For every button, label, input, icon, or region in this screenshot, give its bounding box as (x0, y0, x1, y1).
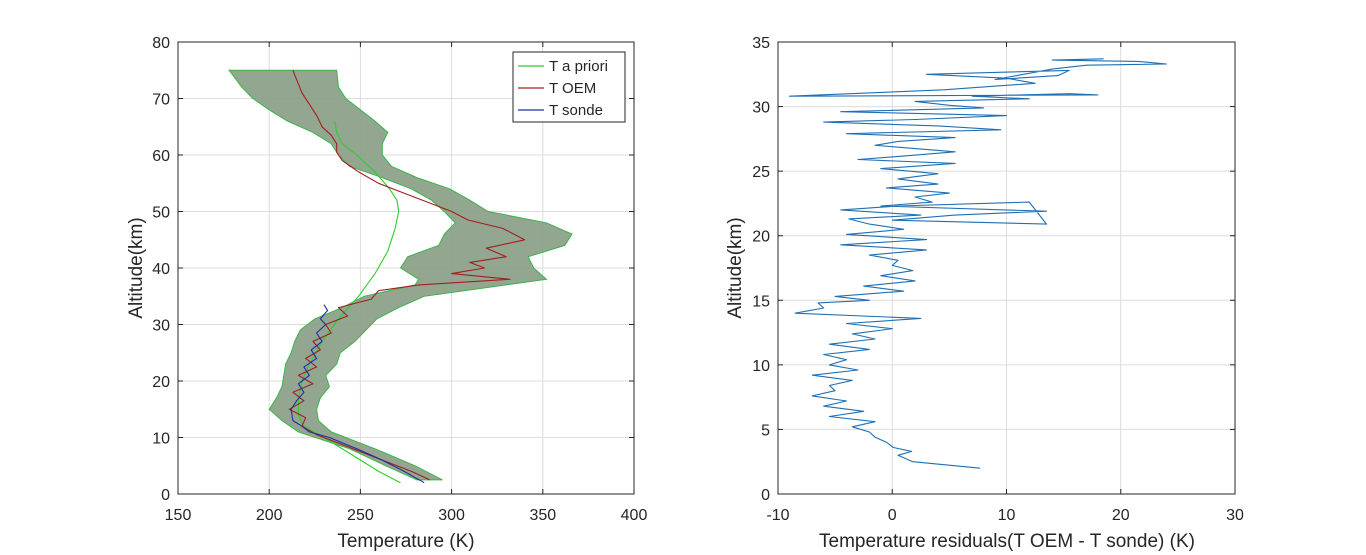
left-series-t-oem (288, 70, 526, 481)
left-x-tick-label: 200 (256, 507, 283, 524)
left-y-tick-label: 10 (152, 431, 170, 448)
left-x-axis-label: Temperature (K) (337, 531, 474, 552)
right-plot-content (788, 58, 1168, 469)
legend-label-a-priori: T a priori (549, 58, 608, 75)
left-y-tick-label: 30 (152, 318, 170, 335)
left-ticks: 150 200 250 300 350 400 0 10 20 30 40 50 60 70 80 (152, 35, 647, 524)
left-x-tick-label: 250 (347, 507, 374, 524)
right-x-axis-label: Temperature residuals(T OEM - T sonde) (… (819, 531, 1195, 552)
right-ticks: -10 0 10 20 30 0 5 10 15 20 25 30 35 (752, 35, 1244, 524)
right-x-tick-label: -10 (766, 507, 789, 524)
right-x-tick-label: 0 (888, 507, 897, 524)
legend-label-sonde: T sonde (549, 102, 603, 119)
right-x-tick-label: 20 (1112, 507, 1130, 524)
left-y-tick-label: 20 (152, 374, 170, 391)
left-y-tick-label: 0 (161, 487, 170, 504)
right-x-tick-label: 30 (1226, 507, 1244, 524)
left-y-tick-label: 70 (152, 92, 170, 109)
left-y-tick-label: 60 (152, 148, 170, 165)
right-x-tick-label: 10 (998, 507, 1016, 524)
left-series-t-a-priori (297, 121, 401, 484)
right-y-tick-label: 0 (761, 487, 770, 504)
left-plot-content (228, 69, 573, 484)
right-y-tick-label: 30 (752, 100, 770, 117)
left-y-tick-label: 40 (152, 261, 170, 278)
left-series-t-sonde (290, 304, 425, 484)
right-y-tick-label: 25 (752, 164, 770, 181)
left-y-axis-label: Altitude(km) (126, 217, 147, 318)
oem-uncertainty-band (228, 69, 573, 481)
left-x-tick-label: 300 (438, 507, 465, 524)
left-y-tick-label: 80 (152, 35, 170, 52)
residuals-axes: -10 0 10 20 30 0 5 10 15 20 25 30 35 Temperature res… (725, 35, 1244, 552)
left-x-tick-label: 150 (165, 507, 192, 524)
legend-label-oem: T OEM (549, 80, 596, 97)
temperature-profile-axes: 150 200 250 300 350 400 0 10 20 30 40 50 60 70 80 Temp… (126, 35, 647, 552)
right-y-axis-label: Altitude(km) (725, 217, 746, 318)
right-y-tick-label: 35 (752, 35, 770, 52)
right-y-tick-label: 10 (752, 358, 770, 375)
right-series-residuals (788, 58, 1168, 469)
right-y-tick-label: 20 (752, 229, 770, 246)
legend: T a priori T OEM T sonde (512, 51, 626, 123)
left-x-tick-label: 350 (529, 507, 556, 524)
left-x-tick-label: 400 (621, 507, 648, 524)
left-y-tick-label: 50 (152, 205, 170, 222)
right-y-tick-label: 5 (761, 422, 770, 439)
right-y-tick-label: 15 (752, 293, 770, 310)
